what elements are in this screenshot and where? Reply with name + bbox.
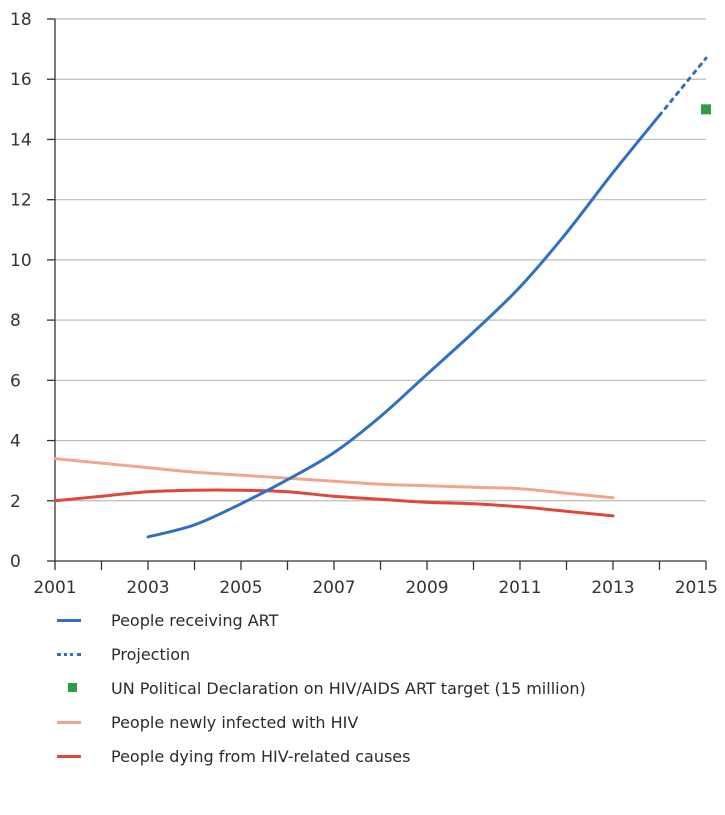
legend-label-new-infections: People newly infected with HIV xyxy=(111,712,359,732)
legend-item-new-infections: People newly infected with HIV xyxy=(55,705,715,739)
line-chart: 0 2 4 6 8 10 12 14 16 18 2001 2003 2005 2007 2009 2011 2… xyxy=(10,10,718,598)
target-marker xyxy=(701,104,711,115)
y-tick-label: 12 xyxy=(10,191,32,211)
legend-label-target: UN Political Declaration on HIV/AIDS ART… xyxy=(111,678,586,698)
series-lines xyxy=(53,56,711,539)
series-line-people-receiving-art xyxy=(146,113,661,539)
y-tick-label: 4 xyxy=(10,432,21,452)
legend-swatch-target xyxy=(55,681,93,695)
y-tick-label: 16 xyxy=(10,70,32,90)
y-tick-label: 8 xyxy=(10,311,21,331)
legend-label-deaths: People dying from HIV-related causes xyxy=(111,746,411,766)
y-tick-label: 2 xyxy=(10,492,21,512)
series-line-people-newly-infected-with-hiv xyxy=(53,457,615,500)
x-tick-label: 2009 xyxy=(405,578,448,598)
legend-label-projection: Projection xyxy=(111,644,191,664)
legend-swatch-deaths xyxy=(55,749,93,763)
legend-swatch-art xyxy=(55,613,93,627)
legend-item-art: People receiving ART xyxy=(55,603,715,637)
x-tick-label: 2011 xyxy=(498,578,541,598)
legend: People receiving ART Projection UN Polit… xyxy=(55,603,715,773)
legend-label-art: People receiving ART xyxy=(111,610,279,630)
x-tick-label: 2007 xyxy=(312,578,355,598)
y-tick-label: 10 xyxy=(10,251,32,271)
x-tick-label: 2003 xyxy=(126,578,169,598)
x-tick-label: 2015 xyxy=(675,578,718,598)
x-tick-label: 2013 xyxy=(591,578,634,598)
legend-item-projection: Projection xyxy=(55,637,715,671)
tick-labels: 0 2 4 6 8 10 12 14 16 18 2001 2003 2005 2007 2009 2011 2… xyxy=(10,10,718,598)
series-line-people-dying-from-hiv-related-causes xyxy=(53,488,615,518)
legend-swatch-projection xyxy=(55,647,93,661)
y-tick-label: 0 xyxy=(10,552,21,572)
legend-swatch-new-infections xyxy=(55,715,93,729)
legend-item-deaths: People dying from HIV-related causes xyxy=(55,739,715,773)
x-tick-label: 2001 xyxy=(33,578,76,598)
x-tick-label: 2005 xyxy=(219,578,262,598)
y-tick-label: 6 xyxy=(10,371,21,391)
y-tick-label: 18 xyxy=(10,10,32,30)
legend-item-target: UN Political Declaration on HIV/AIDS ART… xyxy=(55,671,715,705)
gridlines xyxy=(55,18,706,502)
series-line-projection xyxy=(658,56,708,117)
axes xyxy=(47,18,707,570)
y-tick-label: 14 xyxy=(10,130,32,150)
